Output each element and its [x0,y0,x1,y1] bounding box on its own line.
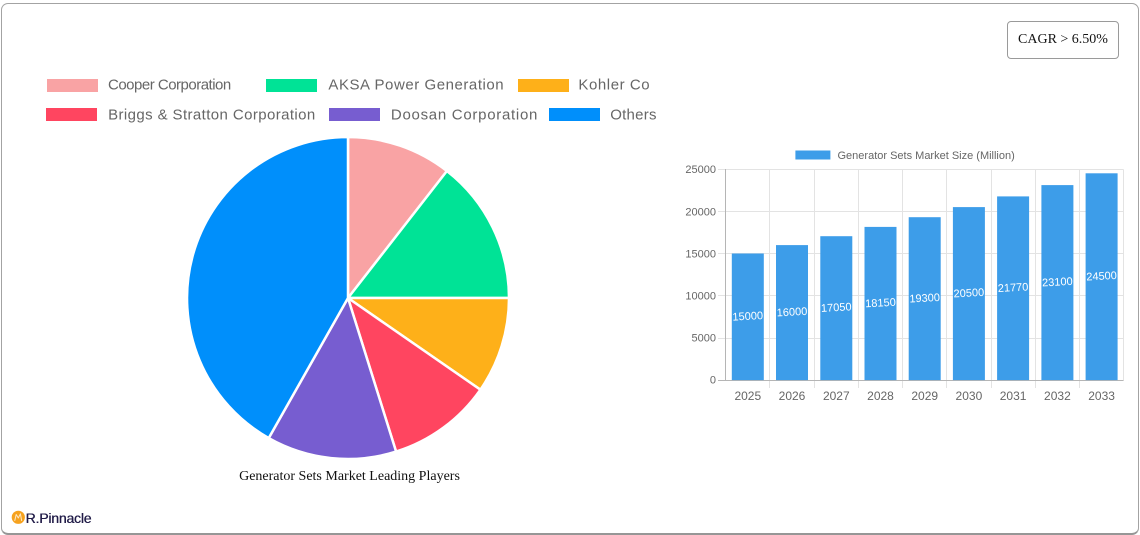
svg-text:2029: 2029 [911,389,938,403]
svg-text:15000: 15000 [685,249,716,261]
svg-text:10000: 10000 [685,291,716,303]
svg-text:20000: 20000 [685,207,716,219]
svg-text:2026: 2026 [779,389,806,403]
svg-text:24500: 24500 [1086,270,1117,284]
svg-text:20500: 20500 [953,287,984,301]
svg-text:18150: 18150 [865,297,896,311]
svg-text:16000: 16000 [776,306,807,320]
svg-text:21770: 21770 [998,281,1029,295]
svg-text:19300: 19300 [909,292,940,306]
svg-text:17050: 17050 [821,301,852,315]
svg-text:23100: 23100 [1042,276,1073,290]
svg-text:0: 0 [710,375,716,387]
svg-text:Generator Sets Market Size (Mi: Generator Sets Market Size (Million) [838,150,1015,162]
svg-text:2030: 2030 [956,389,983,403]
svg-text:25000: 25000 [685,164,716,176]
svg-text:5000: 5000 [692,333,716,345]
svg-text:2032: 2032 [1044,389,1071,403]
svg-text:2027: 2027 [823,389,850,403]
svg-text:15000: 15000 [732,310,763,324]
svg-text:2033: 2033 [1088,389,1115,403]
svg-text:2025: 2025 [734,389,761,403]
svg-text:2028: 2028 [867,389,894,403]
svg-text:2031: 2031 [1000,389,1027,403]
